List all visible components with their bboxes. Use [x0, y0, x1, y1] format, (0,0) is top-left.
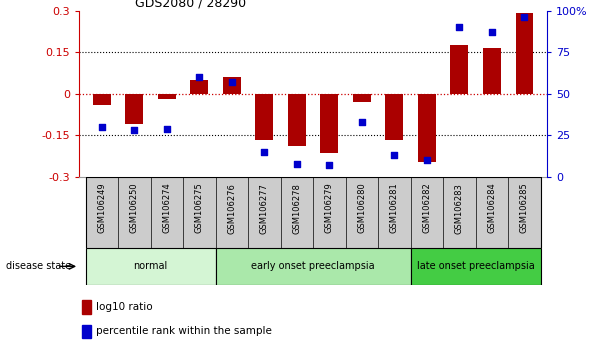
Text: GDS2080 / 28290: GDS2080 / 28290 — [135, 0, 246, 10]
Bar — [451, 45, 468, 94]
Text: GSM106274: GSM106274 — [162, 183, 171, 233]
Point — [97, 124, 106, 130]
Text: percentile rank within the sample: percentile rank within the sample — [96, 326, 272, 337]
Text: GSM106250: GSM106250 — [130, 183, 139, 233]
Point — [130, 127, 139, 133]
Text: disease state: disease state — [6, 261, 71, 272]
Point — [357, 119, 367, 125]
Point — [487, 29, 497, 35]
Point — [325, 162, 334, 168]
Bar — [86, 248, 216, 285]
Point — [162, 126, 171, 132]
Text: GSM106283: GSM106283 — [455, 183, 464, 234]
Bar — [216, 248, 410, 285]
Text: normal: normal — [133, 261, 168, 272]
Bar — [288, 94, 306, 147]
Point — [195, 74, 204, 80]
Point — [455, 24, 465, 30]
Bar — [516, 13, 533, 94]
Point — [390, 153, 399, 158]
Text: GSM106278: GSM106278 — [292, 183, 302, 234]
Bar — [483, 48, 501, 94]
Text: GSM106281: GSM106281 — [390, 183, 399, 233]
Bar — [82, 325, 91, 338]
Text: GSM106276: GSM106276 — [227, 183, 237, 234]
Bar — [158, 94, 176, 99]
Bar — [353, 94, 371, 102]
Bar — [385, 94, 403, 139]
Text: GSM106280: GSM106280 — [358, 183, 367, 233]
Bar — [320, 94, 338, 153]
Text: late onset preeclampsia: late onset preeclampsia — [417, 261, 534, 272]
Text: GSM106277: GSM106277 — [260, 183, 269, 234]
Text: GSM106285: GSM106285 — [520, 183, 529, 233]
Bar — [255, 94, 273, 139]
Text: GSM106284: GSM106284 — [488, 183, 496, 233]
Point — [260, 149, 269, 155]
Bar — [410, 248, 541, 285]
Point — [422, 158, 432, 163]
Bar — [190, 80, 209, 94]
Bar — [223, 77, 241, 94]
Point — [227, 79, 237, 85]
Bar — [418, 94, 436, 162]
Bar — [93, 94, 111, 105]
Bar — [82, 300, 91, 314]
Bar — [125, 94, 143, 124]
Text: GSM106275: GSM106275 — [195, 183, 204, 233]
Text: GSM106279: GSM106279 — [325, 183, 334, 233]
Text: GSM106249: GSM106249 — [97, 183, 106, 233]
Point — [520, 15, 530, 20]
Point — [292, 161, 302, 166]
Text: early onset preeclampsia: early onset preeclampsia — [251, 261, 375, 272]
Text: GSM106282: GSM106282 — [423, 183, 432, 233]
Text: log10 ratio: log10 ratio — [96, 302, 153, 312]
